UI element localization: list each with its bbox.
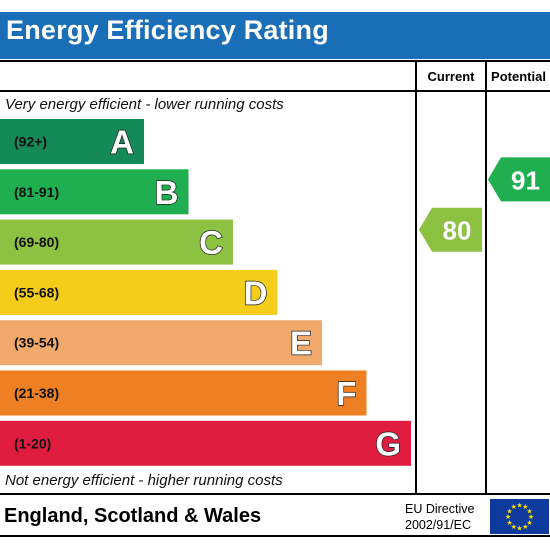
current-column-heading: Current — [427, 69, 475, 84]
directive-line-2: 2002/91/EC — [405, 518, 472, 532]
chart-frame — [0, 60, 550, 537]
band-a-bar — [0, 119, 144, 164]
column-divider-potential — [485, 60, 487, 494]
band-f-bar — [0, 370, 367, 416]
band-b-letter: B — [155, 174, 179, 211]
current-rating-value: 80 — [443, 216, 472, 246]
bottom-note: Not energy efficient - higher running co… — [5, 472, 283, 489]
band-f-range: (21-38) — [14, 385, 59, 401]
band-a-range: (92+) — [14, 134, 47, 150]
header-bar — [0, 12, 550, 59]
band-b-bar — [0, 169, 189, 215]
column-divider-current — [415, 60, 417, 494]
band-g-bar — [0, 420, 411, 466]
eu-star-icon: ★ — [526, 507, 532, 515]
header-row-divider — [0, 90, 550, 92]
eu-star-icon: ★ — [506, 519, 512, 527]
band-e-letter: E — [290, 325, 312, 362]
page-title: Energy Efficiency Rating — [6, 15, 329, 45]
footer-divider — [0, 493, 550, 495]
band-g-letter: G — [375, 425, 401, 462]
band-c-letter: C — [199, 224, 223, 261]
eu-star-icon: ★ — [516, 502, 522, 510]
eu-star-icon: ★ — [522, 503, 528, 511]
potential-column-heading: Potential — [491, 69, 546, 84]
eu-flag-icon: ★ ★ ★ ★ ★ ★ ★ ★ ★ ★ ★ ★ — [490, 499, 549, 534]
eu-star-icon: ★ — [522, 523, 528, 531]
eu-star-icon: ★ — [506, 507, 512, 515]
directive-line-1: EU Directive — [405, 502, 475, 516]
eu-star-icon: ★ — [528, 513, 534, 521]
top-note: Very energy efficient - lower running co… — [5, 96, 284, 113]
potential-rating-value: 91 — [511, 165, 540, 195]
band-e-bar — [0, 320, 322, 366]
eu-star-icon: ★ — [511, 523, 517, 531]
band-b-range: (81-91) — [14, 184, 59, 200]
region-label: England, Scotland & Wales — [4, 505, 262, 527]
potential-rating-arrow — [488, 157, 550, 202]
eu-star-icon: ★ — [526, 519, 532, 527]
eu-star-icon: ★ — [505, 513, 511, 521]
band-a-letter: A — [110, 124, 134, 161]
eu-star-icon: ★ — [511, 503, 517, 511]
band-g-range: (1-20) — [14, 435, 51, 451]
band-e-range: (39-54) — [14, 335, 59, 351]
band-f-letter: F — [336, 375, 356, 412]
band-c-range: (69-80) — [14, 234, 59, 250]
current-rating-arrow — [419, 207, 482, 252]
eu-star-icon: ★ — [516, 525, 522, 533]
band-d-bar — [0, 269, 278, 315]
band-c-bar — [0, 219, 233, 265]
band-d-range: (55-68) — [14, 284, 59, 300]
eu-stars-icon: ★ ★★★★★★★★★★★ — [505, 502, 534, 533]
band-d-letter: D — [244, 274, 268, 311]
